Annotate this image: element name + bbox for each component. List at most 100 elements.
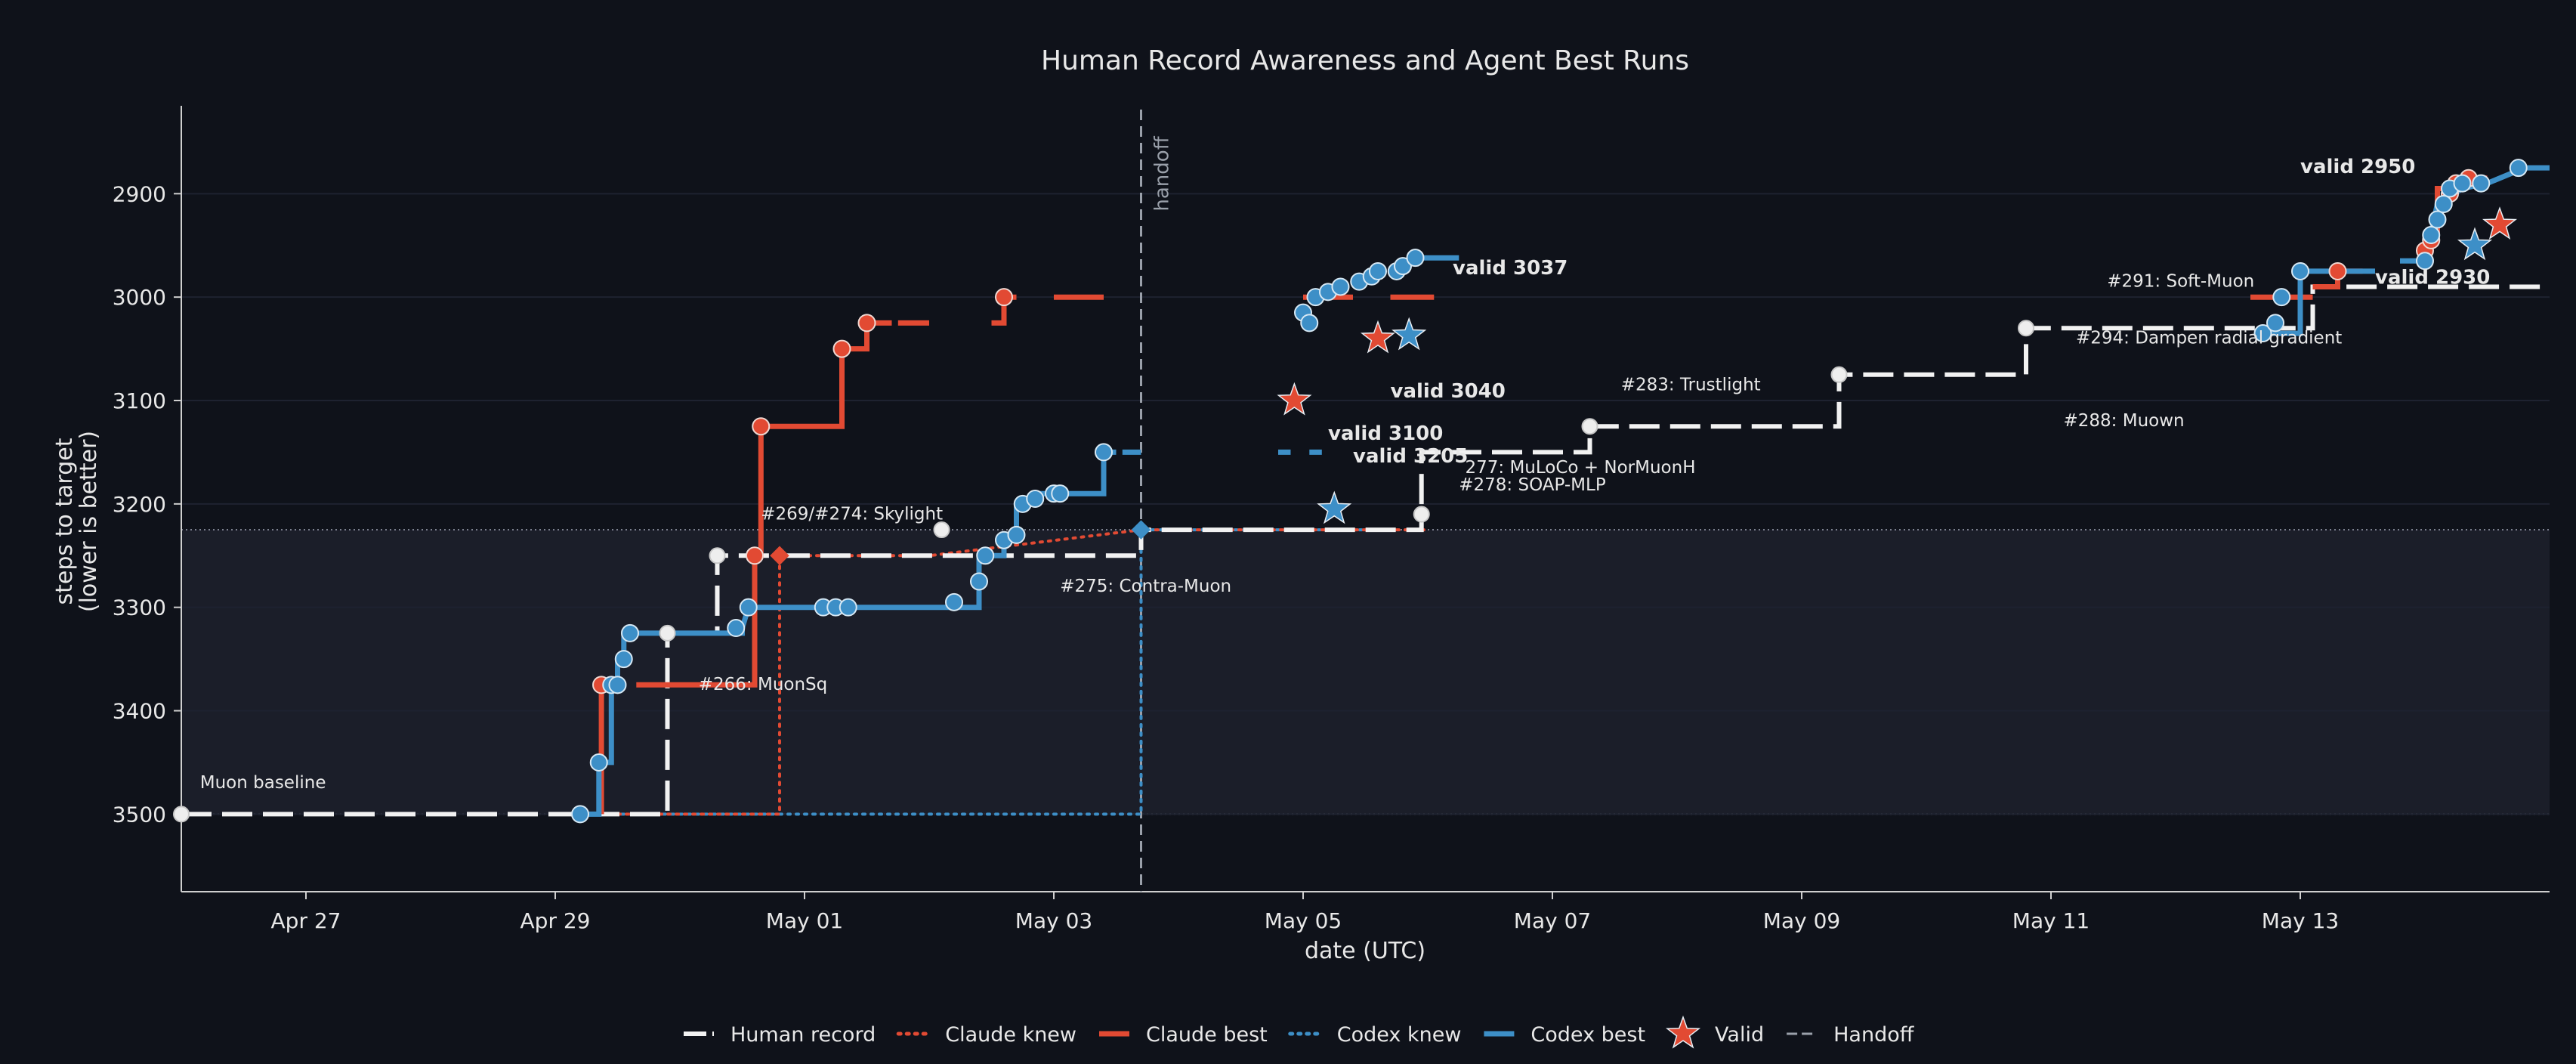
annotation-label: #266: MuonSq bbox=[699, 675, 828, 694]
codex-best-point bbox=[2422, 226, 2441, 245]
annotation-label: Muon baseline bbox=[200, 773, 326, 793]
codex-best-point bbox=[1026, 490, 1045, 508]
codex-best-point bbox=[608, 676, 627, 694]
codex-best-point bbox=[1394, 257, 1412, 276]
record-band bbox=[181, 530, 2550, 815]
valid-label: valid 3040 bbox=[1391, 380, 1506, 403]
legend-item-human: Human record bbox=[684, 1023, 876, 1047]
y-tick-label-3300: 3300 bbox=[113, 595, 166, 620]
valid-star-codex bbox=[1317, 490, 1352, 524]
x-tick-label-7: May 11 bbox=[2012, 908, 2090, 933]
codex-best-point bbox=[970, 572, 988, 591]
codex-best-point bbox=[589, 753, 608, 772]
x-tick-label-0: Apr 27 bbox=[271, 908, 341, 933]
annotation-label: #291: Soft-Muon bbox=[2107, 271, 2254, 291]
codex-best-point bbox=[839, 598, 857, 617]
handoff-label: handoff bbox=[1151, 135, 1174, 211]
human-record-point bbox=[1581, 418, 1598, 435]
legend-item-codex-best: Codex best bbox=[1484, 1023, 1645, 1047]
codex-best-point bbox=[1369, 261, 1387, 280]
claude-best-segment-1 bbox=[636, 320, 892, 688]
human-record-point bbox=[933, 521, 950, 539]
claude-best-point bbox=[746, 546, 764, 565]
codex-best-point bbox=[727, 619, 746, 638]
legend-swatch-valid bbox=[1665, 1015, 1701, 1049]
y-tick-label-3100: 3100 bbox=[113, 388, 166, 413]
codex-best-point bbox=[2472, 174, 2491, 193]
x-tick-label-5: May 07 bbox=[1514, 908, 1591, 933]
human-record-point bbox=[709, 547, 726, 564]
x-tick-label-6: May 09 bbox=[1763, 908, 1840, 933]
codex-best-point bbox=[976, 546, 995, 565]
codex-best-point bbox=[739, 598, 758, 617]
legend-item-claude-knew: Claude knew bbox=[896, 1023, 1076, 1047]
codex-best-point bbox=[571, 805, 589, 824]
y-tick-label-3400: 3400 bbox=[113, 699, 166, 724]
codex-best-point bbox=[2272, 288, 2291, 307]
valid-star-codex bbox=[1391, 317, 1427, 351]
chart-title: Human Record Awareness and Agent Best Ru… bbox=[1041, 45, 1689, 76]
valid-label: valid 3205 bbox=[1353, 445, 1468, 468]
codex-best-segment-8 bbox=[2262, 271, 2303, 336]
annotation-label: #283: Trustlight bbox=[1621, 375, 1761, 394]
claude-best-point bbox=[832, 339, 851, 358]
valid-star-claude bbox=[1277, 382, 1312, 416]
legend-item-handoff: Handoff bbox=[1787, 1023, 1915, 1047]
legend-item-claude-best: Claude best bbox=[1099, 1023, 1268, 1047]
valid-star-claude bbox=[1361, 320, 1395, 354]
annotation-label: #278: SOAP-MLP bbox=[1459, 475, 1606, 495]
human-record-point bbox=[2018, 320, 2034, 337]
x-tick-label-2: May 01 bbox=[766, 908, 843, 933]
annotation-label: #288: Muown bbox=[2064, 411, 2185, 431]
codex-best-point bbox=[1051, 484, 1070, 503]
legend-label: Codex best bbox=[1530, 1023, 1645, 1047]
legend-item-valid: Valid bbox=[1665, 1015, 1764, 1049]
valid-star-claude bbox=[2482, 206, 2518, 240]
y-axis-label-line-2: (lower is better) bbox=[76, 431, 102, 612]
x-axis-label: date (UTC) bbox=[1305, 938, 1425, 964]
claude-best-point bbox=[2328, 261, 2347, 280]
codex-best-point bbox=[2434, 195, 2453, 213]
codex-best-point bbox=[2266, 314, 2284, 332]
legend-label: Claude best bbox=[1146, 1023, 1268, 1047]
human-record-point bbox=[1413, 506, 1430, 523]
valid-label: valid 3037 bbox=[1453, 257, 1568, 280]
annotation-label: #294: Dampen radial gradient bbox=[2076, 329, 2342, 348]
valid-label: valid 2930 bbox=[2375, 266, 2490, 289]
legend-label: Claude knew bbox=[945, 1023, 1076, 1047]
plot-area: 2900 3000 3100 3200 3300 3400 3500 Apr 27 Apr 29… bbox=[113, 106, 2550, 933]
legend-item-codex-knew: Codex knew bbox=[1288, 1023, 1462, 1047]
annotation-label: #269/#274: Skylight bbox=[761, 504, 943, 524]
legend-label: Human record bbox=[730, 1023, 876, 1047]
legend: Human record Claude knew Claude best Codex … bbox=[684, 1015, 1915, 1049]
y-tick-label-3000: 3000 bbox=[113, 285, 166, 310]
claude-best-point bbox=[752, 417, 771, 436]
human-record-point bbox=[173, 806, 190, 823]
x-tick-label-8: May 13 bbox=[2262, 908, 2339, 933]
codex-best-point bbox=[1406, 249, 1425, 268]
codex-best-point bbox=[2253, 324, 2272, 343]
y-axis-label: steps to target (lower is better) bbox=[51, 431, 102, 612]
codex-best-point bbox=[2416, 252, 2434, 271]
codex-best-point bbox=[1007, 525, 1026, 544]
human-record-point bbox=[659, 624, 676, 642]
valid-label: valid 3100 bbox=[1328, 422, 1443, 445]
claude-best-point bbox=[857, 314, 876, 332]
legend-label: Codex knew bbox=[1337, 1023, 1462, 1047]
codex-best-point bbox=[2428, 210, 2447, 229]
codex-best-point bbox=[621, 623, 639, 642]
claude-best-point bbox=[995, 288, 1013, 307]
x-tick-label-3: May 03 bbox=[1015, 908, 1092, 933]
y-tick-label-3200: 3200 bbox=[113, 492, 166, 517]
codex-best-point bbox=[2291, 261, 2309, 280]
y-tick-label-2900: 2900 bbox=[113, 181, 166, 206]
codex-best-point bbox=[1300, 314, 1319, 332]
codex-best-point bbox=[945, 592, 963, 611]
legend-label: Valid bbox=[1715, 1023, 1764, 1047]
annotation-label: #275: Contra-Muon bbox=[1060, 577, 1231, 596]
x-tick-label-1: Apr 29 bbox=[520, 908, 591, 933]
y-axis-label-line-1: steps to target bbox=[51, 438, 78, 605]
legend-label: Handoff bbox=[1833, 1023, 1915, 1047]
codex-best-point bbox=[1095, 443, 1113, 462]
